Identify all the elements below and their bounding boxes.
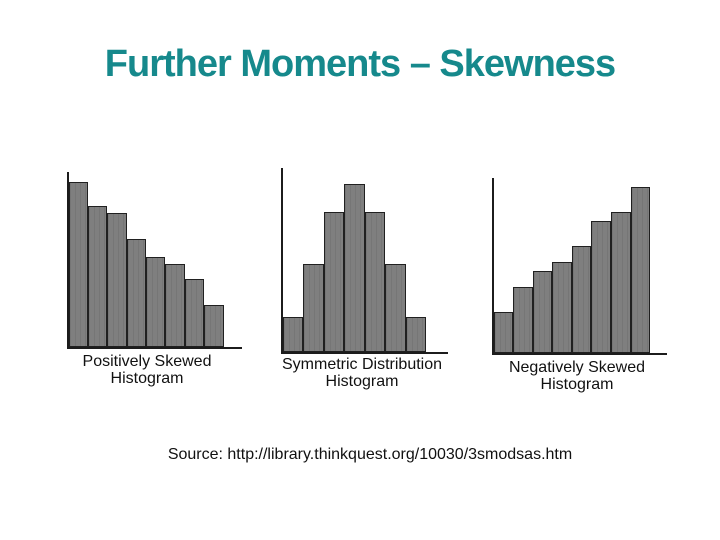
- histogram-bars: [68, 182, 224, 347]
- x-axis-line: [492, 353, 667, 355]
- histogram-bar: [364, 212, 385, 352]
- histogram-bar: [493, 312, 514, 353]
- histogram-bar: [204, 305, 224, 347]
- histogram-bar: [126, 239, 147, 347]
- negatively-skewed-histogram: [492, 178, 667, 355]
- y-axis-line: [67, 172, 69, 349]
- histogram-bar: [107, 213, 127, 347]
- histogram-bar: [571, 246, 592, 353]
- histogram-bar: [385, 264, 406, 352]
- x-axis-line: [67, 347, 242, 349]
- histogram-bars: [282, 184, 426, 352]
- histogram-caption: Symmetric Distribution Histogram: [232, 356, 492, 390]
- caption-line: Negatively Skewed: [508, 359, 646, 376]
- caption-line: Positively Skewed: [82, 353, 212, 370]
- caption-line: Histogram: [110, 370, 184, 387]
- source-citation: Source: http://library.thinkquest.org/10…: [167, 446, 573, 463]
- histogram-bar: [513, 287, 533, 353]
- histogram-bar: [323, 212, 344, 352]
- symmetric-distribution-histogram: [281, 168, 448, 354]
- histogram-bar: [165, 264, 185, 347]
- histogram-bar: [87, 206, 108, 347]
- slide-title: Further Moments – Skewness: [104, 43, 616, 85]
- caption-line: Symmetric Distribution: [281, 356, 443, 373]
- x-axis-line: [281, 352, 448, 354]
- caption-line: Histogram: [540, 376, 614, 393]
- histogram-bar: [146, 257, 166, 347]
- caption-line: Histogram: [325, 373, 399, 390]
- positively-skewed-histogram: [67, 172, 242, 349]
- histogram-bar: [611, 212, 631, 353]
- histogram-bars: [493, 187, 651, 353]
- histogram-caption: Negatively Skewed Histogram: [447, 359, 707, 393]
- histogram-bar: [532, 271, 553, 353]
- histogram-bar: [68, 182, 88, 347]
- histogram-bar: [552, 262, 572, 353]
- histogram-caption: Positively Skewed Histogram: [17, 353, 277, 387]
- histogram-bar: [303, 264, 324, 352]
- histogram-bar: [591, 221, 612, 353]
- y-axis-line: [492, 178, 494, 355]
- histogram-bar: [282, 317, 303, 352]
- histogram-bar: [184, 279, 205, 347]
- histogram-bar: [344, 184, 365, 352]
- histogram-bar: [405, 317, 426, 352]
- y-axis-line: [281, 168, 283, 354]
- histogram-bar: [630, 187, 651, 353]
